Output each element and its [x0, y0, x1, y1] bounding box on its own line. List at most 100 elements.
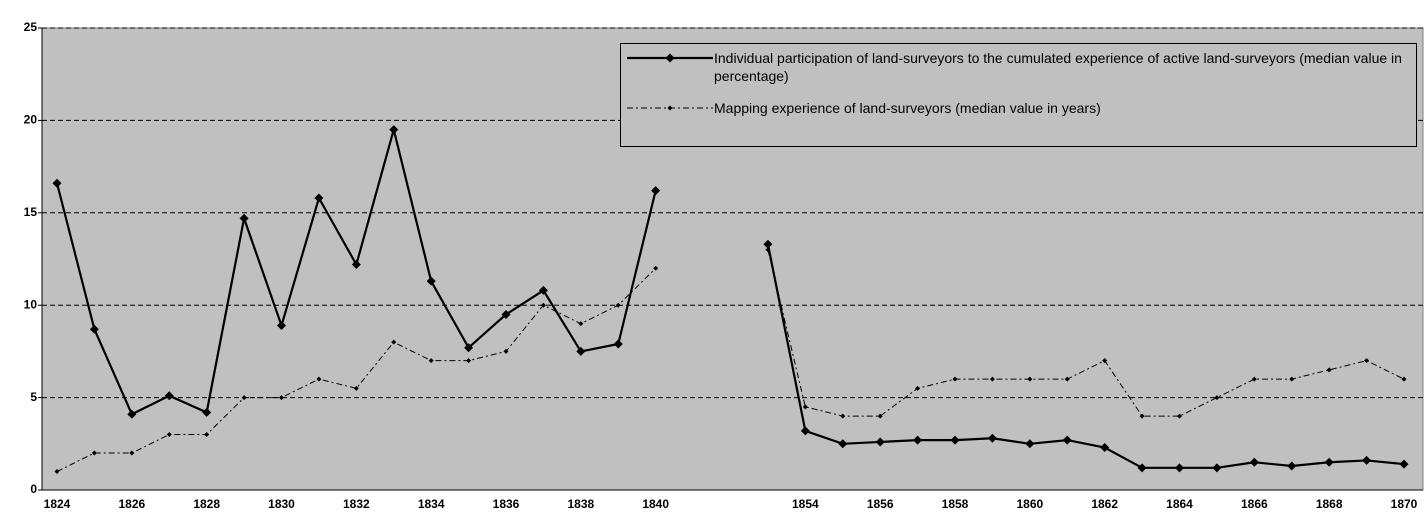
data-point: [875, 437, 885, 447]
x-tick-label: 1868: [1316, 497, 1343, 511]
data-point: [913, 435, 923, 445]
x-tick-label: 1834: [418, 497, 445, 511]
data-point: [838, 439, 848, 449]
data-point: [166, 432, 172, 438]
x-tick-label: 1870: [1391, 497, 1418, 511]
data-point: [877, 413, 883, 419]
data-point: [164, 391, 174, 401]
data-point: [241, 395, 247, 401]
data-point: [1289, 376, 1295, 382]
data-point: [1326, 367, 1332, 373]
data-point: [615, 302, 621, 308]
data-point: [1025, 439, 1035, 449]
y-tick-label: 5: [30, 390, 37, 404]
legend-swatch: [627, 105, 713, 111]
data-point: [578, 321, 584, 327]
x-tick-label: 1864: [1166, 497, 1193, 511]
data-point: [1251, 376, 1257, 382]
data-point: [54, 469, 60, 475]
x-tick-label: 1828: [193, 497, 220, 511]
data-point: [653, 265, 659, 271]
data-point: [428, 358, 434, 364]
data-point: [763, 239, 773, 249]
data-point: [952, 376, 958, 382]
data-point: [1399, 459, 1409, 469]
data-point: [466, 358, 472, 364]
data-point: [1214, 395, 1220, 401]
y-tick-label: 0: [30, 482, 37, 496]
data-point: [802, 404, 808, 410]
series-line: [56, 249, 1405, 472]
data-point: [52, 178, 62, 188]
data-point: [651, 186, 661, 196]
legend-marker: [667, 105, 673, 111]
data-point: [91, 450, 97, 456]
data-point: [277, 321, 286, 331]
data-point: [1249, 457, 1259, 467]
data-point: [89, 324, 99, 334]
data-point: [279, 395, 284, 401]
data-point: [800, 426, 810, 436]
legend: Individual participation of land-surveyo…: [620, 43, 1417, 147]
data-point: [987, 433, 997, 443]
data-point: [351, 260, 361, 270]
y-tick-label: 20: [24, 113, 38, 127]
data-point: [613, 339, 623, 349]
legend-marker: [665, 53, 675, 63]
data-point: [316, 376, 322, 382]
x-tick-label: 1854: [792, 497, 819, 511]
legend-label: Individual participation of land-surveyo…: [714, 50, 1402, 84]
data-point: [1175, 463, 1184, 473]
data-point: [127, 409, 137, 419]
data-point: [1137, 463, 1147, 473]
data-point: [391, 339, 397, 345]
data-point: [840, 413, 846, 419]
data-point: [989, 376, 995, 382]
data-point: [950, 435, 960, 445]
data-point: [538, 285, 548, 295]
x-tick-label: 1856: [867, 497, 894, 511]
data-point: [1102, 358, 1108, 364]
data-point: [1064, 376, 1070, 382]
y-tick-label: 25: [24, 20, 38, 34]
x-tick-label: 1860: [1016, 497, 1043, 511]
x-tick-label: 1824: [44, 497, 71, 511]
data-point: [426, 276, 436, 286]
data-point: [503, 348, 509, 354]
y-tick-label: 15: [24, 205, 38, 219]
data-point: [915, 385, 921, 391]
data-point: [1177, 413, 1182, 419]
data-point: [1287, 461, 1297, 471]
legend-swatch: [627, 53, 713, 63]
x-tick-label: 1838: [567, 497, 594, 511]
x-tick-label: 1858: [942, 497, 969, 511]
x-tick-label: 1840: [642, 497, 669, 511]
data-point: [1027, 376, 1033, 382]
x-tick-label: 1862: [1091, 497, 1118, 511]
x-tick-label: 1832: [343, 497, 370, 511]
x-tick-label: 1866: [1241, 497, 1268, 511]
data-point: [353, 385, 359, 391]
data-point: [389, 125, 399, 135]
data-point: [1401, 376, 1407, 382]
data-point: [1212, 463, 1222, 473]
data-point: [1100, 442, 1110, 452]
data-point: [239, 213, 249, 223]
data-point: [314, 193, 324, 203]
data-point: [1062, 435, 1072, 445]
data-point: [464, 343, 474, 353]
x-tick-label: 1836: [493, 497, 520, 511]
data-point: [1139, 413, 1145, 419]
x-tick-label: 1826: [118, 497, 145, 511]
data-point: [129, 450, 135, 456]
data-point: [1362, 455, 1372, 465]
data-point: [501, 309, 511, 319]
data-point: [1364, 358, 1370, 364]
y-tick-label: 10: [24, 297, 38, 311]
data-point: [765, 247, 771, 253]
data-point: [204, 432, 210, 438]
data-point: [1324, 457, 1334, 467]
data-point: [202, 407, 212, 417]
x-tick-label: 1830: [268, 497, 295, 511]
